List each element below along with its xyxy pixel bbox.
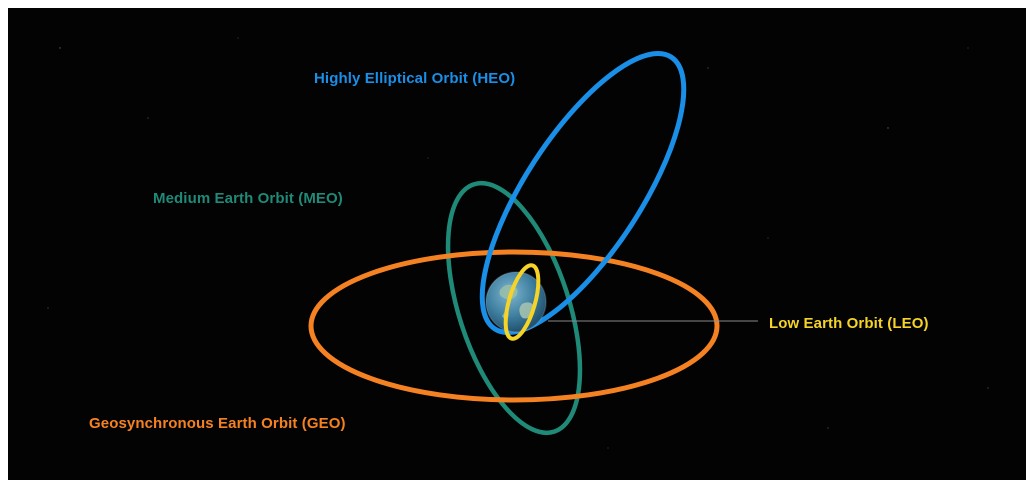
geo-orbit: [308, 249, 720, 403]
orbit-diagram: Highly Elliptical Orbit (HEO) Medium Ear…: [8, 8, 1026, 480]
meo-orbit: [445, 180, 583, 436]
heo-orbit: [479, 51, 687, 335]
leo-label: Low Earth Orbit (LEO): [769, 315, 929, 332]
leo-orbit: [503, 263, 541, 341]
geo-label: Geosynchronous Earth Orbit (GEO): [89, 415, 346, 432]
meo-label: Medium Earth Orbit (MEO): [153, 190, 343, 207]
heo-label: Highly Elliptical Orbit (HEO): [314, 70, 516, 87]
starfield: [47, 37, 989, 449]
orbit-diagram-canvas: [47, 37, 989, 449]
